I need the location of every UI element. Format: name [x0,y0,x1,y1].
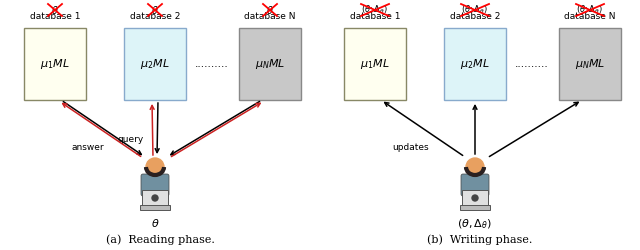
Text: database N: database N [564,12,616,21]
Bar [462,190,488,206]
Text: $\mu_1 ML$: $\mu_1 ML$ [360,57,390,71]
Text: (a)  Reading phase.: (a) Reading phase. [106,234,214,245]
Bar [460,205,490,210]
Text: $\mu_1 ML$: $\mu_1 ML$ [40,57,70,71]
Text: database 2: database 2 [130,12,180,21]
Text: updates: updates [392,144,429,152]
Circle shape [472,195,478,201]
Text: database 1: database 1 [349,12,400,21]
Text: ..........: .......... [515,59,549,69]
Text: query: query [118,136,144,144]
Text: $(\theta; \Delta_{\theta})$: $(\theta; \Delta_{\theta})$ [577,4,604,16]
Bar [142,190,168,206]
Text: $(\theta, \Delta_{\theta})$: $(\theta, \Delta_{\theta})$ [458,217,493,230]
Bar [24,28,86,100]
Circle shape [146,158,164,176]
Bar [239,28,301,100]
Circle shape [466,158,484,176]
Bar [559,28,621,100]
Text: database 1: database 1 [29,12,80,21]
Text: $\theta$: $\theta$ [266,4,274,16]
Text: $\theta$: $\theta$ [151,4,159,16]
Text: database N: database N [244,12,296,21]
Circle shape [152,195,158,201]
Bar [444,28,506,100]
Text: $\theta$: $\theta$ [51,4,59,16]
Text: answer: answer [72,144,104,152]
Text: $(\theta; \Delta_{\theta})$: $(\theta; \Delta_{\theta})$ [362,4,388,16]
Text: ..........: .......... [195,59,229,69]
FancyBboxPatch shape [461,174,489,196]
Bar [344,28,406,100]
Text: $\mu_N ML$: $\mu_N ML$ [575,57,605,71]
Text: (b)  Writing phase.: (b) Writing phase. [428,234,532,245]
Text: $(\theta; \Delta_{\theta})$: $(\theta; \Delta_{\theta})$ [461,4,488,16]
Text: $\mu_2 ML$: $\mu_2 ML$ [140,57,170,71]
Bar [124,28,186,100]
Text: $\mu_N ML$: $\mu_N ML$ [255,57,285,71]
Text: $\theta$: $\theta$ [150,217,159,229]
Bar [140,205,170,210]
Text: $\mu_2 ML$: $\mu_2 ML$ [460,57,490,71]
Text: database 2: database 2 [450,12,500,21]
FancyBboxPatch shape [141,174,169,196]
